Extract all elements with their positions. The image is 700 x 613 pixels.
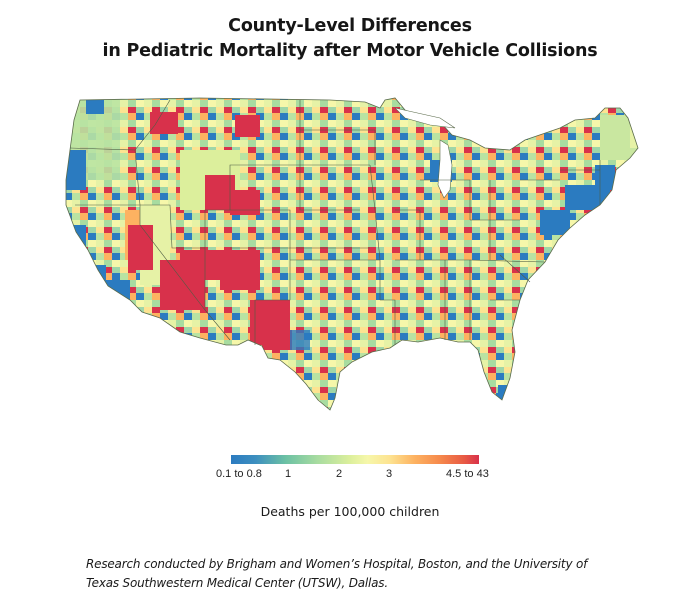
lake-michigan — [437, 139, 453, 199]
caption-line-2: Texas Southwestern Medical Center (UTSW)… — [86, 576, 388, 590]
legend-tick-1: 1 — [285, 468, 292, 480]
legend-label: Deaths per 100,000 children — [260, 504, 440, 519]
legend-tick-max: 4.5 to 43 — [446, 468, 489, 480]
county-fills — [66, 98, 638, 410]
legend-tick-2: 2 — [336, 468, 343, 480]
legend-color-scale — [231, 455, 479, 464]
state-borders — [69, 99, 601, 345]
us-outline — [65, 97, 639, 411]
legend-ticks: 0.1 to 0.8 1 2 3 4.5 to 43 — [200, 468, 500, 484]
page-title: County-Level Differences in Pediatric Mo… — [0, 14, 700, 64]
caption-line-1: Research conducted by Brigham and Women’… — [86, 557, 588, 571]
title-line-1: County-Level Differences — [228, 16, 472, 36]
legend-tick-min: 0.1 to 0.8 — [216, 468, 262, 480]
source-caption: Research conducted by Brigham and Women’… — [86, 555, 646, 593]
lake-superior — [394, 107, 456, 129]
legend-tick-3: 3 — [386, 468, 393, 480]
title-line-2: in Pediatric Mortality after Motor Vehic… — [102, 41, 598, 61]
